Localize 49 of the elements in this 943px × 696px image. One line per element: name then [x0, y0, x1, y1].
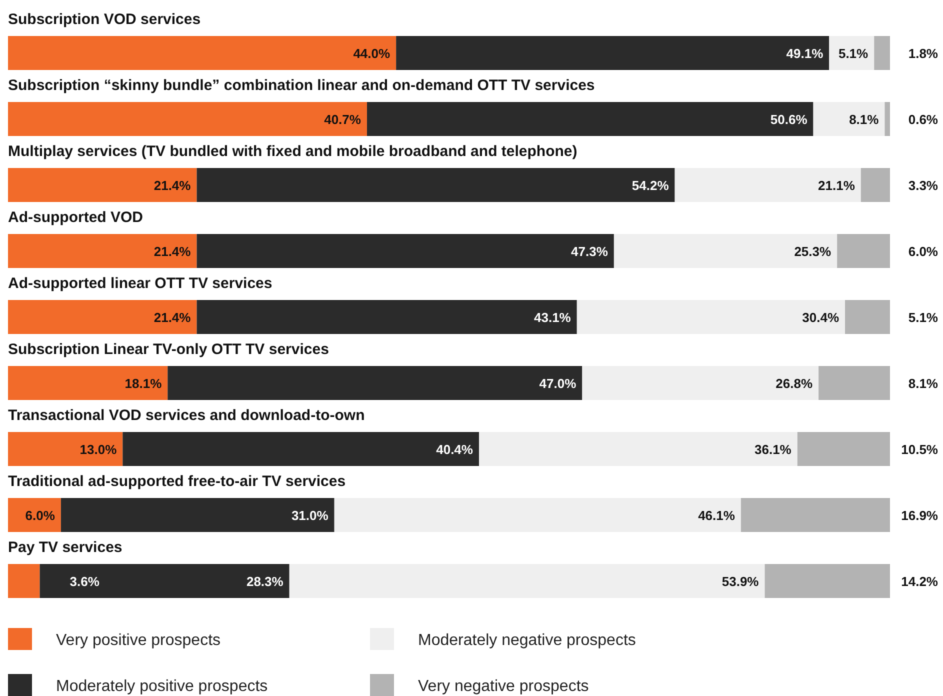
data-label: 3.6%	[70, 574, 100, 589]
y-tick-label: Multiplay services (TV bundled with fixed and mobile broadband and telephone)	[8, 143, 578, 160]
data-label: 49.1%	[786, 46, 824, 61]
legend-label: Moderately negative prospects	[418, 632, 636, 649]
data-label: 16.9%	[901, 508, 938, 523]
data-label: 5.1%	[908, 310, 938, 325]
data-label: 26.8%	[776, 376, 813, 391]
data-label: 28.3%	[246, 574, 284, 589]
legend-label: Very negative prospects	[418, 678, 589, 695]
data-label: 0.6%	[908, 112, 938, 127]
data-label: 44.0%	[353, 46, 391, 61]
y-tick-label: Subscription VOD services	[8, 11, 201, 28]
legend-label: Very positive prospects	[56, 632, 221, 649]
data-label: 31.0%	[291, 508, 329, 523]
y-tick-label: Subscription “skinny bundle” combination linear and on-demand OTT TV services	[8, 77, 595, 94]
data-label: 13.0%	[80, 442, 118, 457]
data-label: 47.3%	[571, 244, 608, 259]
data-label: 46.1%	[698, 508, 736, 523]
y-tick-label: Transactional VOD services and download-to-own	[8, 407, 365, 424]
data-label: 8.1%	[849, 112, 880, 127]
data-label: 21.1%	[818, 178, 856, 193]
y-tick-label: Pay TV services	[8, 539, 122, 556]
y-tick-label: Subscription Linear TV-only OTT TV services	[8, 341, 329, 358]
data-label: 3.3%	[908, 178, 938, 193]
data-label: 53.9%	[722, 574, 760, 589]
data-label: 47.0%	[539, 376, 577, 391]
data-label: 40.7%	[324, 112, 362, 127]
data-label: 25.3%	[794, 244, 832, 259]
data-label: 8.1%	[908, 376, 938, 391]
data-label: 5.1%	[838, 46, 869, 61]
y-tick-label: Ad-supported VOD	[8, 209, 144, 226]
data-label: 40.4%	[436, 442, 474, 457]
data-label: 54.2%	[632, 178, 670, 193]
data-label: 43.1%	[534, 310, 572, 325]
data-label: 21.4%	[154, 178, 192, 193]
y-tick-label: Ad-supported linear OTT TV services	[8, 275, 272, 292]
data-label: 21.4%	[154, 244, 192, 259]
data-label: 10.5%	[901, 442, 938, 457]
data-label: 30.4%	[802, 310, 840, 325]
y-tick-label: Traditional ad-supported free-to-air TV services	[8, 473, 346, 490]
data-label: 6.0%	[25, 508, 56, 523]
data-label: 6.0%	[908, 244, 938, 259]
data-label: 18.1%	[124, 376, 162, 391]
data-label: 14.2%	[901, 574, 938, 589]
data-label: 1.8%	[908, 46, 938, 61]
data-label: 36.1%	[754, 442, 792, 457]
data-label: 50.6%	[770, 112, 808, 127]
legend-label: Moderately positive prospects	[56, 678, 268, 695]
data-label: 21.4%	[154, 310, 192, 325]
